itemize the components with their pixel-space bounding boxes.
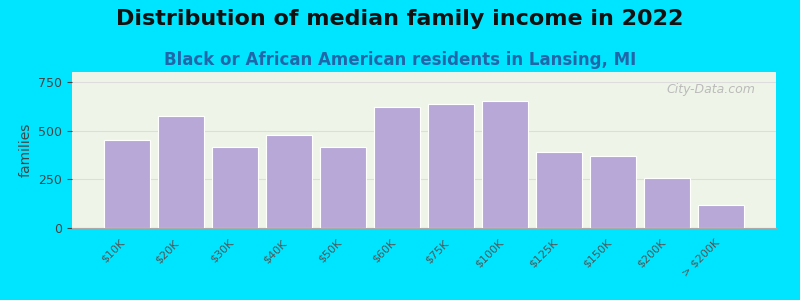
Bar [158,116,204,228]
Text: City-Data.com: City-Data.com [666,83,755,96]
Bar [482,101,528,228]
Text: Black or African American residents in Lansing, MI: Black or African American residents in L… [164,51,636,69]
Bar [428,104,474,228]
Bar [536,152,582,228]
Bar [212,147,258,228]
Bar [266,135,312,228]
Y-axis label: families: families [18,123,33,177]
Bar [698,205,744,228]
Text: Distribution of median family income in 2022: Distribution of median family income in … [116,9,684,29]
Bar [104,140,150,228]
Bar [590,156,636,228]
Bar [320,147,366,228]
Bar [644,178,690,228]
Bar [374,107,420,228]
